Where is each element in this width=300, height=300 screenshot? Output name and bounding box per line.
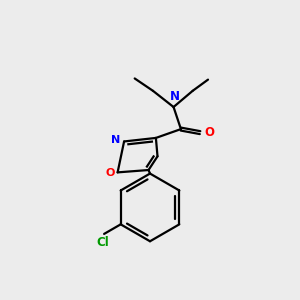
- Text: N: N: [170, 91, 180, 103]
- Text: N: N: [111, 135, 121, 145]
- Text: O: O: [205, 125, 215, 139]
- Text: Cl: Cl: [96, 236, 109, 249]
- Text: O: O: [105, 168, 115, 178]
